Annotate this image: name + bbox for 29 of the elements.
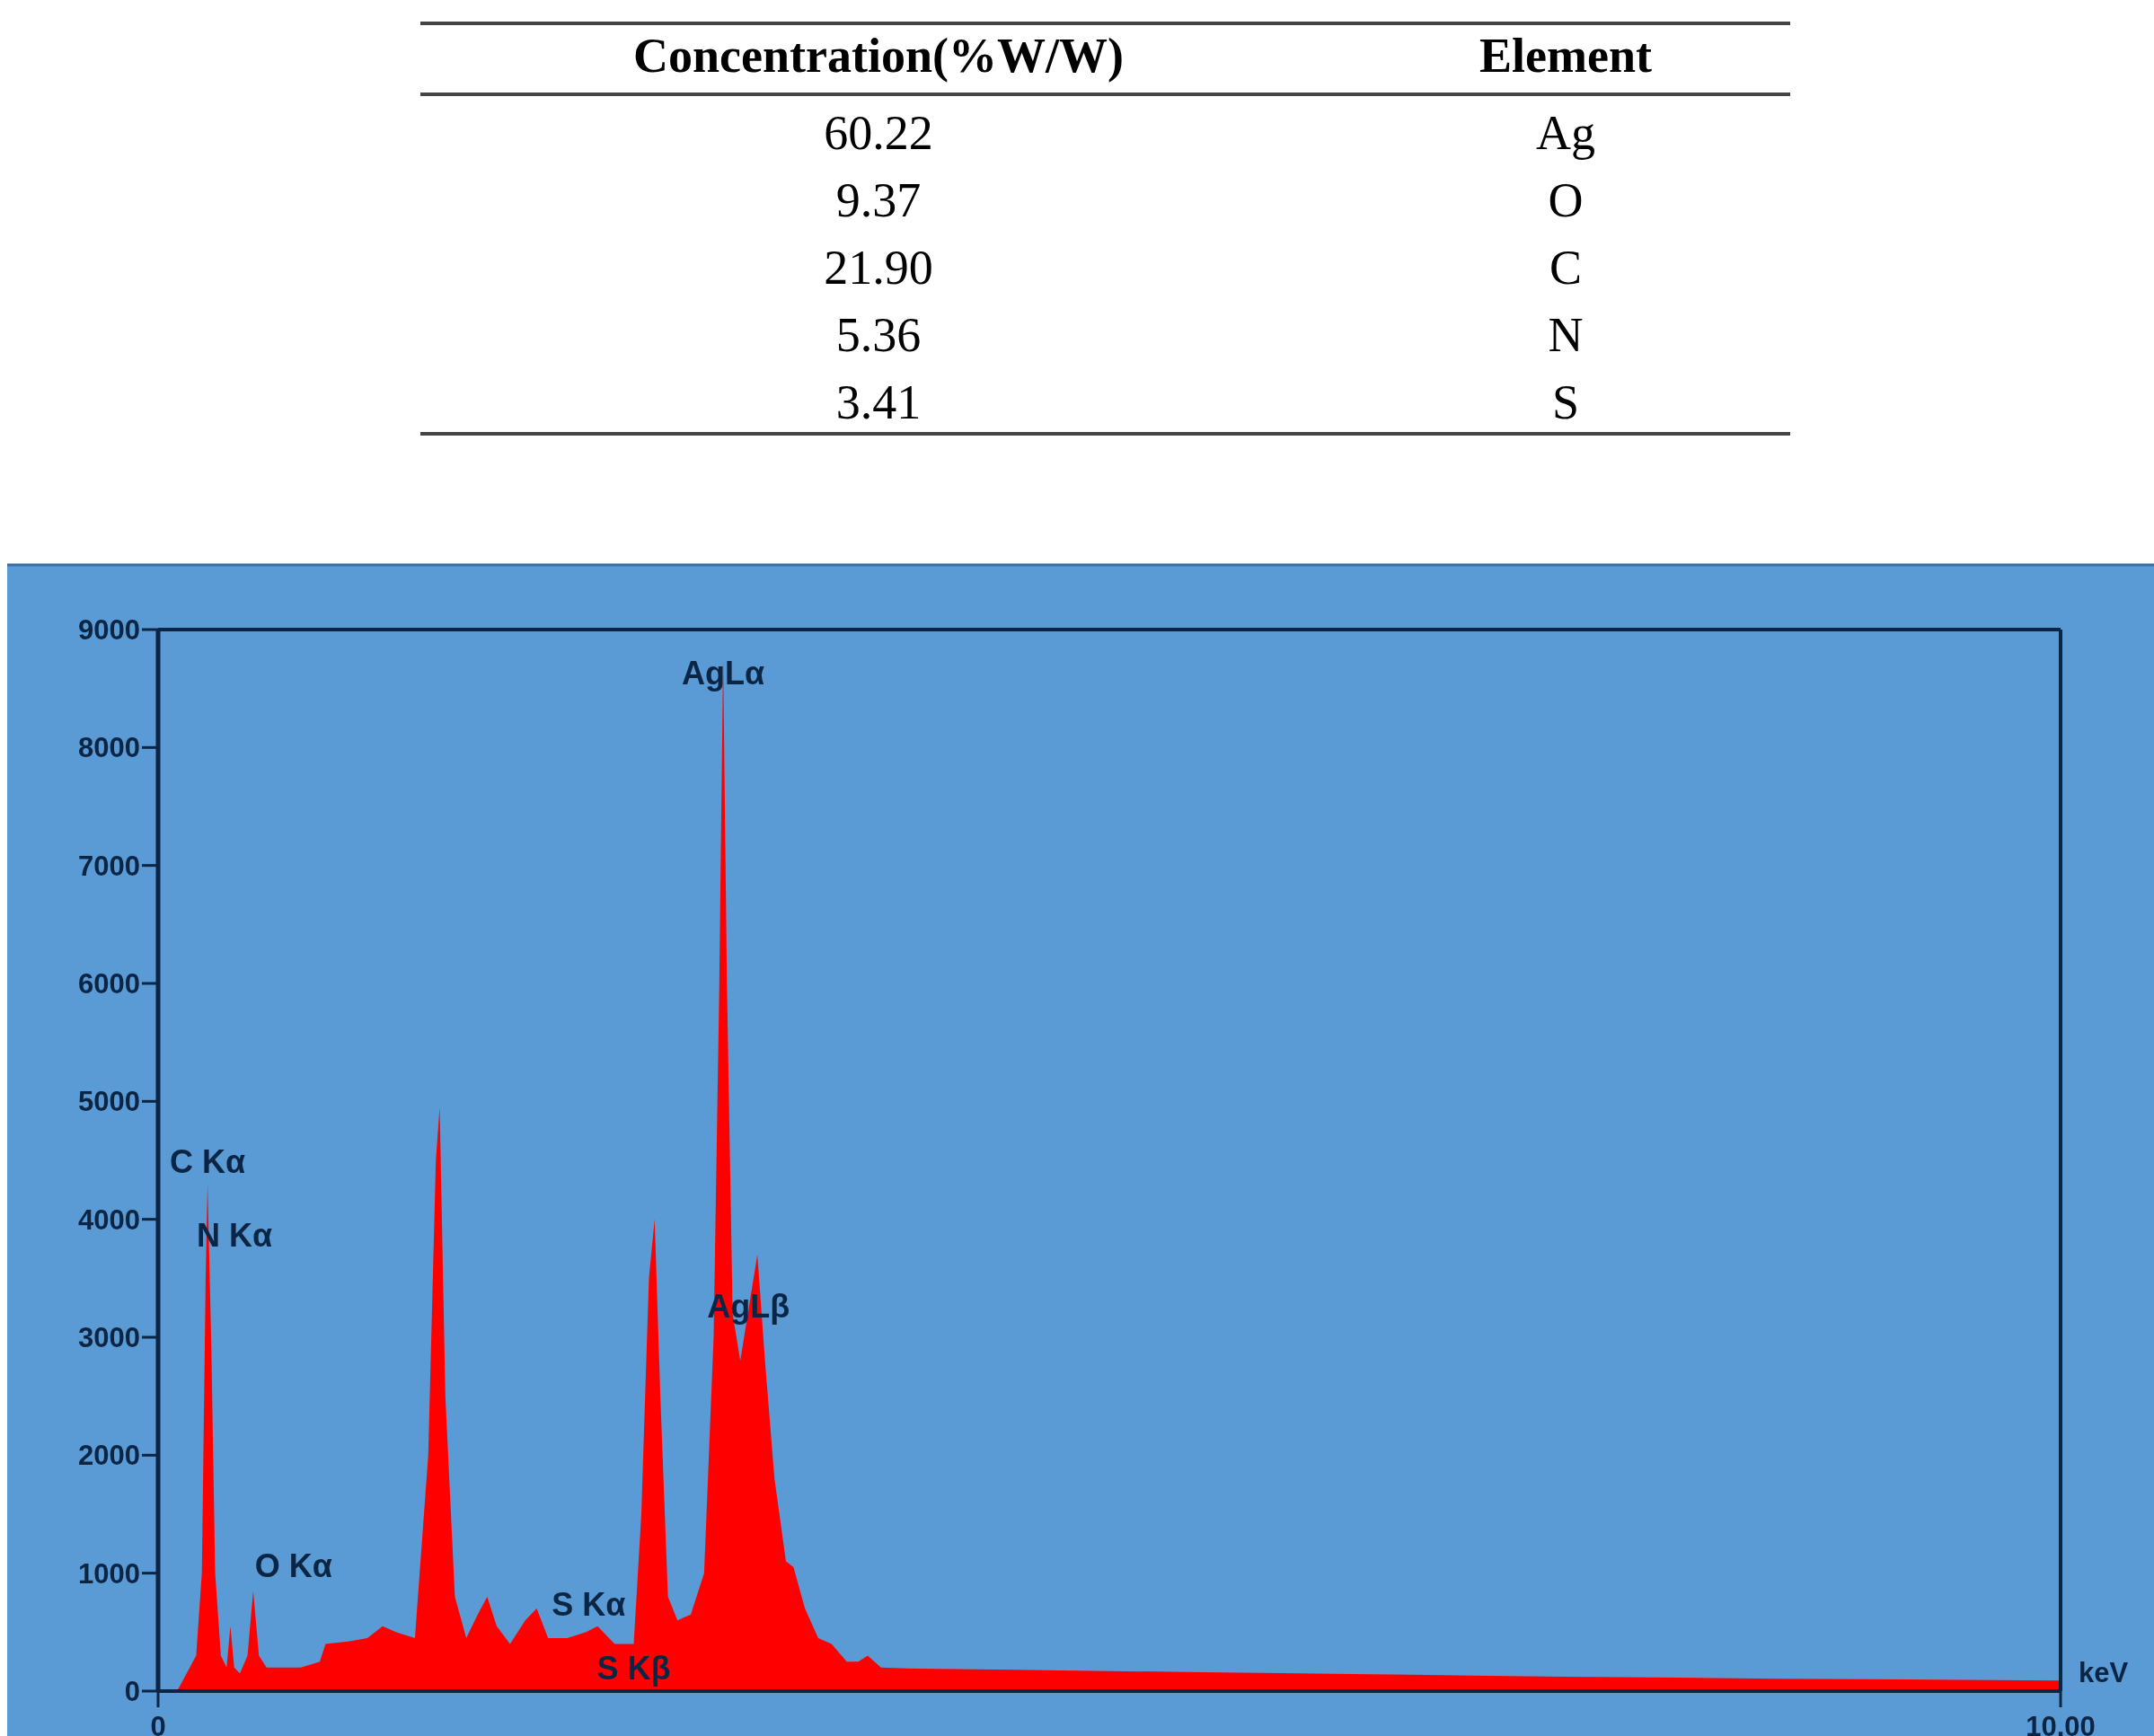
category-label: C (1549, 241, 1583, 295)
annotation: C Kα (170, 1143, 246, 1181)
annotation: AgLα (681, 654, 765, 692)
y-tick-label: 7000 (78, 850, 140, 882)
data-label: 9.37 (835, 173, 922, 227)
data-label: 21.90 (824, 241, 933, 295)
text: Element (1479, 29, 1652, 83)
x-axis-title: keV (2079, 1657, 2129, 1688)
y-tick-label: 4000 (78, 1203, 140, 1236)
y-tick-label: 6000 (78, 968, 140, 1000)
data-label: 3.41 (835, 375, 922, 429)
annotation: O Kα (254, 1547, 332, 1585)
y-tick-label: 5000 (78, 1086, 140, 1118)
y-tick-label: 0 (124, 1676, 140, 1707)
data-label: 60.22 (824, 106, 933, 160)
y-tick-label: 2000 (78, 1440, 140, 1472)
category-label: N (1548, 308, 1584, 362)
text: Concentration(%W/W) (633, 29, 1124, 83)
y-tick-label: 9000 (78, 614, 140, 646)
annotation: S Kα (552, 1585, 626, 1623)
data-label: 5.36 (835, 308, 922, 362)
category-label: O (1548, 173, 1584, 227)
y-tick-label: 3000 (78, 1322, 140, 1353)
annotation: S Kβ (596, 1650, 671, 1688)
y-tick-label: 8000 (78, 732, 140, 764)
y-tick-label: 1000 (78, 1557, 140, 1590)
category-label: S (1551, 375, 1580, 429)
category-label: Ag (1536, 106, 1595, 160)
x-tick-label: 10.00 (2026, 1711, 2096, 1736)
